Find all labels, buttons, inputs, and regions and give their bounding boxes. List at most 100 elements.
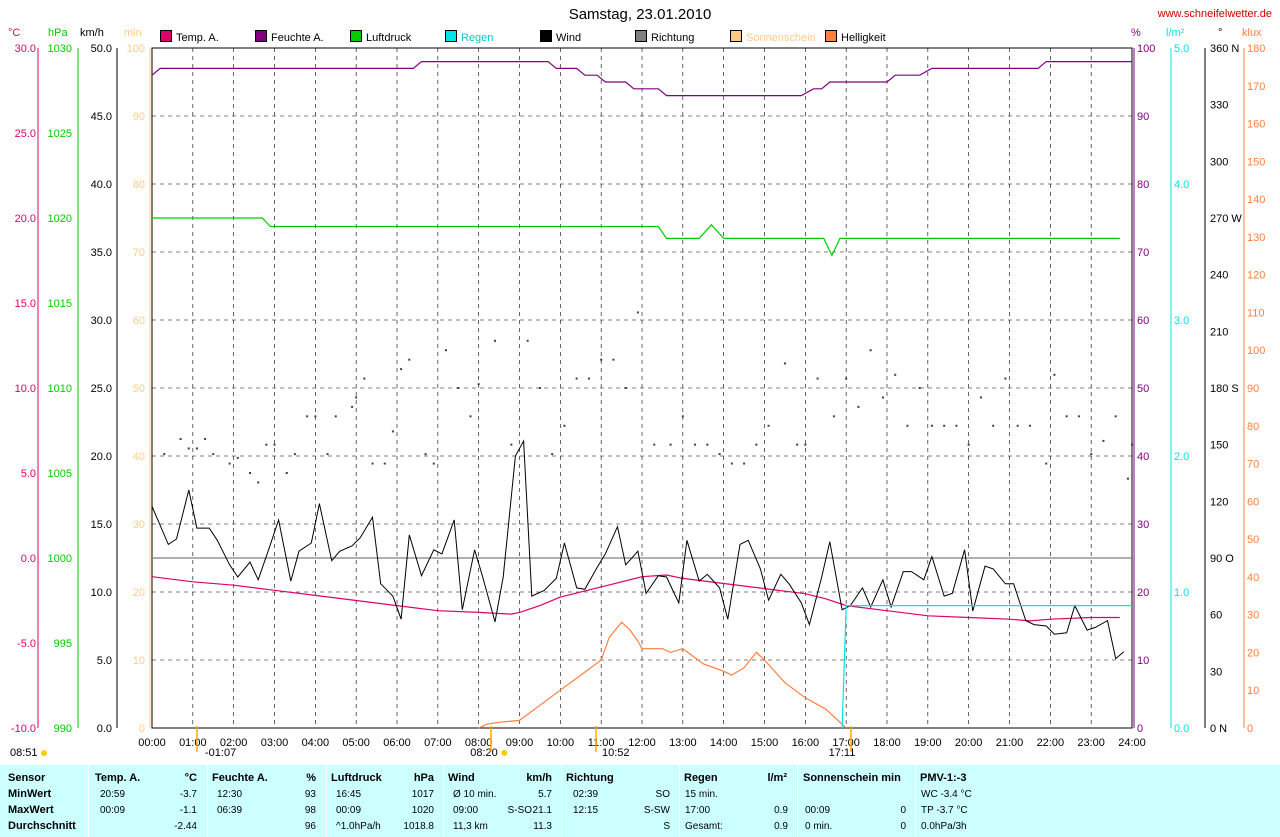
stats-cell: -2.44 [174, 821, 197, 832]
x-tick-label: 12:00 [628, 737, 656, 749]
direction-point [979, 396, 982, 399]
humidity-tick-label: 80 [1137, 179, 1149, 191]
lux-tick-label: 20 [1247, 647, 1259, 659]
stats-divider [679, 765, 680, 837]
direction-point [179, 438, 182, 440]
site-url[interactable]: www.schneifelwetter.de [1157, 8, 1272, 20]
temp-tick-label: 5.0 [21, 468, 36, 480]
direction-point [706, 443, 709, 446]
x-tick-label: 08:00 [465, 737, 493, 749]
wind-tick-label: 15.0 [91, 519, 112, 531]
stats-header: Sensor [8, 772, 46, 784]
stats-header-unit: °C [184, 772, 197, 784]
stats-header: PMV-1:-3 [920, 772, 967, 784]
humidity-tick-label: 50 [1137, 383, 1149, 395]
x-tick-label: 02:00 [220, 737, 248, 749]
series-line-helligkeit [478, 621, 847, 729]
sun-tick-label: 70 [133, 247, 145, 259]
lux-tick-label: 0 [1247, 723, 1253, 735]
stats-header-unit: hPa [413, 772, 434, 784]
direction-point [669, 443, 672, 446]
direction-point [1131, 443, 1133, 446]
direction-point [881, 396, 884, 399]
stats-divider [326, 765, 327, 837]
direction-point [1126, 477, 1129, 480]
stats-cell: 11,3 km [453, 821, 488, 832]
direction-tick-label: 360 N [1210, 43, 1239, 55]
stats-cell: 11.3 [533, 821, 552, 832]
legend-item: Sonnenschein [730, 30, 816, 44]
direction-point [992, 424, 995, 427]
direction-point [1114, 415, 1117, 418]
wind-tick-label: 10.0 [91, 587, 112, 599]
sun-tick-label: 80 [133, 179, 145, 191]
wind-tick-label: 35.0 [91, 247, 112, 259]
lux-tick-label: 80 [1247, 421, 1259, 433]
x-tick-label: 07:00 [424, 737, 452, 749]
stats-cell: 1017 [411, 789, 434, 800]
temp-tick-label: 15.0 [15, 298, 36, 310]
sun-icon [501, 750, 508, 756]
legend-swatch [825, 30, 837, 42]
direction-point [469, 415, 472, 418]
pressure-tick-label: 1020 [48, 213, 72, 225]
lux-tick-label: 170 [1247, 81, 1265, 93]
stats-cell: 12:30 [217, 789, 243, 800]
rain-tick-label: 2.0 [1174, 451, 1189, 463]
direction-point [477, 383, 480, 386]
stats-divider [561, 765, 562, 837]
x-tick-label: 18:00 [873, 737, 901, 749]
rain-unit-label: l/m² [1166, 27, 1185, 39]
humidity-tick-label: 100 [1137, 43, 1155, 55]
stats-cell: 00:09 [336, 805, 362, 816]
direction-point [351, 405, 354, 408]
pressure-tick-label: 1000 [48, 553, 72, 565]
direction-point [326, 453, 329, 456]
stats-cell: Ø 10 min. [453, 789, 497, 800]
pressure-unit-label: hPa [48, 27, 68, 39]
stats-header-unit: % [306, 772, 316, 784]
stats-cell: 96 [304, 821, 316, 832]
series-line-wind [151, 439, 1125, 660]
direction-point [408, 358, 411, 361]
direction-point [918, 387, 921, 389]
stats-cell: 5.7 [538, 789, 552, 800]
direction-point [955, 424, 958, 427]
humidity-tick-label: 70 [1137, 247, 1149, 259]
temp-tick-label: -5.0 [17, 638, 36, 650]
series-line-temp-a- [151, 574, 1120, 622]
direction-point [943, 424, 946, 427]
direction-point [494, 339, 496, 342]
direction-point [681, 415, 684, 418]
direction-tick-label: 330 [1210, 100, 1228, 112]
lux-tick-label: 90 [1247, 383, 1259, 395]
direction-point [1016, 424, 1019, 427]
direction-point [857, 405, 860, 408]
direction-point [538, 387, 541, 389]
stats-header: Temp. A. [95, 772, 141, 784]
stats-header: Richtung [566, 772, 614, 784]
direction-point [832, 415, 835, 418]
direction-point [1102, 439, 1105, 442]
stats-cell: WC -3.4 °C [921, 789, 972, 800]
lux-tick-label: 180 [1247, 43, 1265, 55]
x-tick-label: 17:00 [832, 737, 860, 749]
wind-tick-label: 5.0 [97, 655, 112, 667]
pressure-tick-label: 1010 [48, 383, 72, 395]
sun-tick-label: 0 [139, 723, 145, 735]
legend-item: Luftdruck [350, 30, 411, 44]
direction-point [1004, 377, 1007, 380]
temp-tick-label: 25.0 [15, 128, 36, 140]
humidity-tick-label: 60 [1137, 315, 1149, 327]
lux-tick-label: 150 [1247, 156, 1265, 168]
stats-cell: 0.9 [774, 805, 788, 816]
rain-tick-label: 5.0 [1174, 43, 1189, 55]
temp-tick-label: 10.0 [15, 383, 36, 395]
rain-tick-label: 4.0 [1174, 179, 1189, 191]
lux-unit-label: klux [1242, 27, 1262, 39]
lux-tick-label: 110 [1247, 307, 1265, 319]
stats-header: Feuchte A. [212, 772, 268, 784]
sun-tick-label: 100 [127, 43, 145, 55]
lux-tick-label: 140 [1247, 194, 1265, 206]
sun-start-label: 08:20 [470, 747, 498, 759]
